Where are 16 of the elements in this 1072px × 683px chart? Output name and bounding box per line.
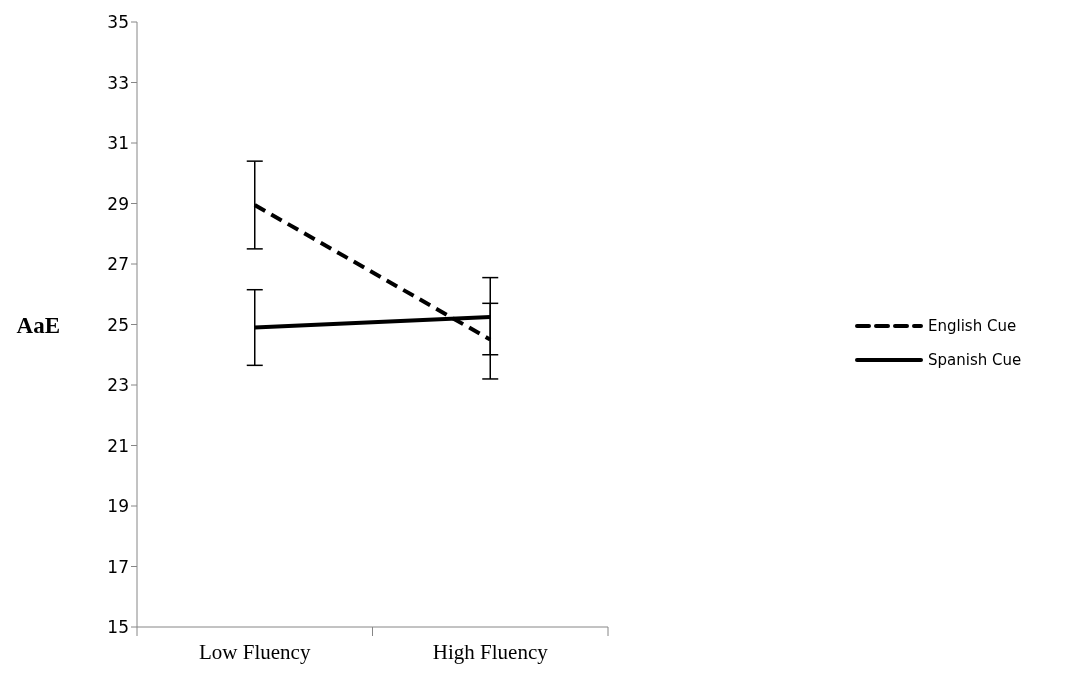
y-axis-title: AaE bbox=[16, 312, 60, 338]
x-tick-label: High Fluency bbox=[432, 640, 549, 664]
y-tick-label: 21 bbox=[107, 435, 129, 456]
y-tick-label: 25 bbox=[107, 314, 129, 335]
y-tick-label: 15 bbox=[107, 617, 129, 638]
y-tick-label: 33 bbox=[107, 72, 129, 93]
y-tick-label: 23 bbox=[107, 375, 129, 396]
y-tick-label: 17 bbox=[107, 556, 129, 577]
legend-label: Spanish Cue bbox=[928, 351, 1022, 369]
legend-label: English Cue bbox=[928, 317, 1017, 335]
y-tick-label: 35 bbox=[107, 12, 129, 33]
y-tick-label: 31 bbox=[107, 133, 129, 154]
y-tick-label: 29 bbox=[107, 193, 129, 214]
y-tick-label: 19 bbox=[107, 496, 129, 517]
y-tick-label: 27 bbox=[107, 254, 129, 275]
x-tick-label: Low Fluency bbox=[199, 640, 311, 664]
